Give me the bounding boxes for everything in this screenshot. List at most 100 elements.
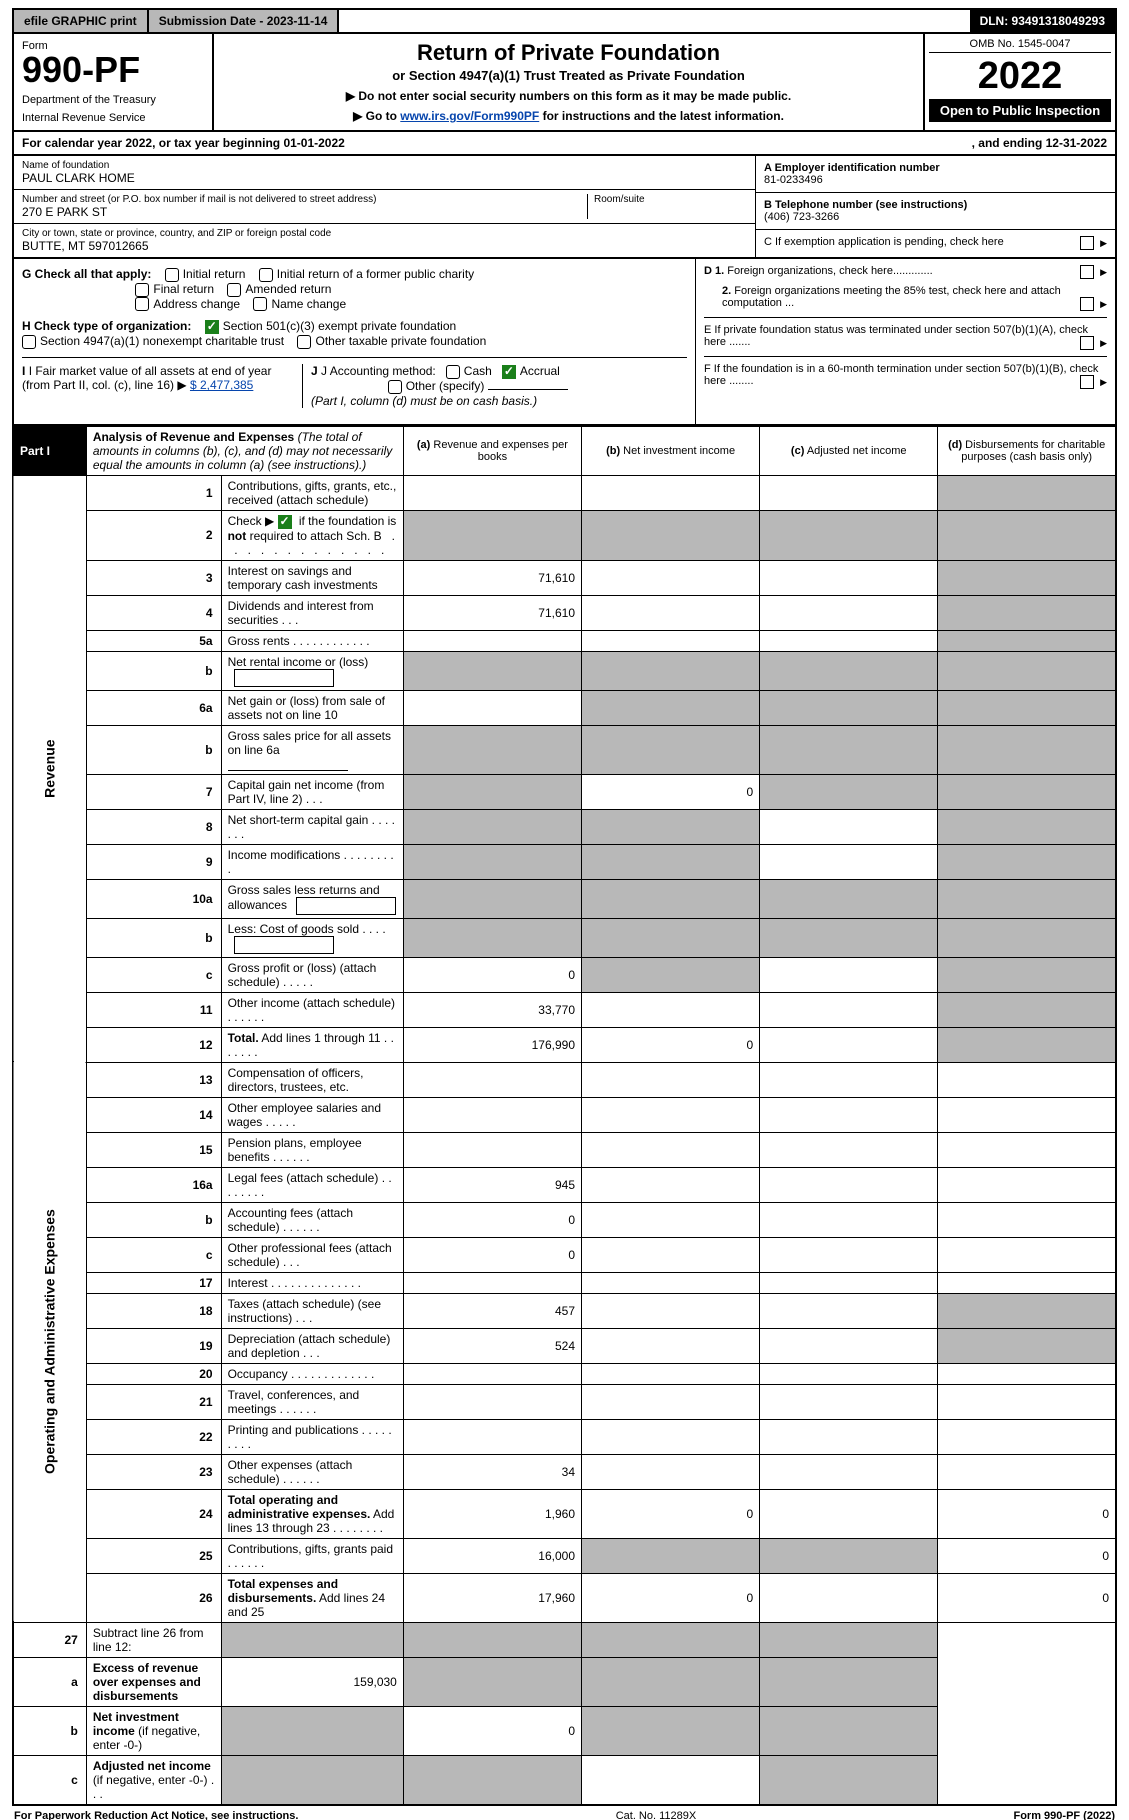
cal-year-end: , and ending 12-31-2022: [972, 136, 1107, 150]
e-checkbox[interactable]: [1080, 336, 1094, 350]
initial-former-checkbox[interactable]: [259, 268, 273, 282]
line-5a-col-c: [760, 630, 938, 651]
city-value: BUTTE, MT 597012665: [22, 239, 747, 253]
line-23-col-d: [938, 1454, 1116, 1489]
line-b-col-c: [760, 1202, 938, 1237]
line-15-col-b: [582, 1132, 760, 1167]
line-3-col-c: [760, 560, 938, 595]
irs-link[interactable]: www.irs.gov/Form990PF: [400, 109, 539, 123]
amended-return-checkbox[interactable]: [227, 283, 241, 297]
address-label: Number and street (or P.O. box number if…: [22, 194, 587, 205]
name-change-label: Name change: [271, 297, 346, 311]
cat-no: Cat. No. 11289X: [616, 1810, 697, 1820]
line-24: 24: [86, 1489, 221, 1538]
other-taxable-checkbox[interactable]: [297, 335, 311, 349]
phone-label: B Telephone number (see instructions): [764, 199, 967, 211]
form-title: Return of Private Foundation: [224, 40, 913, 66]
line-17-col-a: [403, 1272, 581, 1293]
line-1-col-c: [760, 475, 938, 510]
line-17-col-c: [760, 1272, 938, 1293]
line-24-col-b: 0: [582, 1489, 760, 1538]
line-5a: 5a: [86, 630, 221, 651]
line-18-col-d: [938, 1293, 1116, 1328]
omb-number: OMB No. 1545-0047: [929, 38, 1111, 53]
goto-prefix: ▶ Go to: [353, 109, 400, 123]
line-19-col-b: [582, 1328, 760, 1363]
final-return-checkbox[interactable]: [135, 283, 149, 297]
d2-checkbox[interactable]: [1080, 297, 1094, 311]
line-19-col-d: [938, 1328, 1116, 1363]
line-23-desc: Other expenses (attach schedule) . . . .…: [221, 1454, 403, 1489]
line-3-desc: Interest on savings and temporary cash i…: [221, 560, 403, 595]
phone-value: (406) 723-3266: [764, 211, 839, 223]
line-b-col-c: [760, 918, 938, 957]
address-change-checkbox[interactable]: [135, 297, 149, 311]
foundation-name-label: Name of foundation: [22, 160, 747, 171]
line-b-col-b: 0: [403, 1706, 581, 1755]
line-14-desc: Other employee salaries and wages . . . …: [221, 1097, 403, 1132]
line-b-col-c: [582, 1706, 760, 1755]
line-6a-col-c: [760, 690, 938, 725]
accrual-checkbox[interactable]: [502, 365, 516, 379]
line-2-col-c: [760, 510, 938, 560]
fmv-value-link[interactable]: $ 2,477,385: [190, 378, 253, 392]
line-9-desc: Income modifications . . . . . . . . .: [221, 844, 403, 879]
exemption-pending-label: C If exemption application is pending, c…: [764, 236, 1004, 248]
line-14-col-a: [403, 1097, 581, 1132]
cash-checkbox[interactable]: [446, 365, 460, 379]
line-b-col-b: [582, 918, 760, 957]
f-checkbox[interactable]: [1080, 375, 1094, 389]
line-5a-col-d: [938, 630, 1116, 651]
line-b-desc: Net rental income or (loss): [221, 651, 403, 690]
line-6a-col-b: [582, 690, 760, 725]
4947-label: Section 4947(a)(1) nonexempt charitable …: [40, 334, 284, 348]
line-b: b: [86, 918, 221, 957]
col-d-header: (d) Disbursements for charitable purpose…: [938, 426, 1116, 475]
line-c: c: [86, 957, 221, 992]
line-11-col-d: [938, 992, 1116, 1027]
line-23-col-a: 34: [403, 1454, 581, 1489]
revenue-sidelabel: Revenue: [13, 475, 86, 1062]
line-c-col-b: [403, 1755, 581, 1805]
4947-checkbox[interactable]: [22, 335, 36, 349]
line-21-desc: Travel, conferences, and meetings . . . …: [221, 1384, 403, 1419]
accounting-label: J Accounting method:: [321, 364, 436, 378]
line-b-col-c: [760, 725, 938, 774]
line-b-col-d: [938, 1202, 1116, 1237]
line-6a-col-a: [403, 690, 581, 725]
line-13-desc: Compensation of officers, directors, tru…: [221, 1062, 403, 1097]
line-15: 15: [86, 1132, 221, 1167]
initial-return-checkbox[interactable]: [165, 268, 179, 282]
line-26-col-c: [760, 1573, 938, 1622]
goto-note: ▶ Go to www.irs.gov/Form990PF for instru…: [224, 109, 913, 123]
line-c-col-c: [760, 957, 938, 992]
d1-checkbox[interactable]: [1080, 265, 1094, 279]
efile-print-button[interactable]: efile GRAPHIC print: [14, 10, 149, 32]
schb-checkbox[interactable]: [278, 515, 292, 529]
exemption-checkbox[interactable]: [1080, 236, 1094, 250]
line-b-col-d: [938, 918, 1116, 957]
line-14-col-d: [938, 1097, 1116, 1132]
other-method-checkbox[interactable]: [388, 380, 402, 394]
501c3-checkbox[interactable]: [205, 320, 219, 334]
line-9-col-b: [582, 844, 760, 879]
line-22-col-c: [760, 1419, 938, 1454]
line-14: 14: [86, 1097, 221, 1132]
line-20-col-c: [760, 1363, 938, 1384]
col-b-header: (b) Net investment income: [582, 426, 760, 475]
line-21-col-c: [760, 1384, 938, 1419]
line-8-desc: Net short-term capital gain . . . . . . …: [221, 809, 403, 844]
d2-label: Foreign organizations meeting the 85% te…: [722, 285, 1061, 309]
line-7: 7: [86, 774, 221, 809]
name-change-checkbox[interactable]: [253, 297, 267, 311]
submission-date: Submission Date - 2023-11-14: [149, 10, 340, 32]
line-7-desc: Capital gain net income (from Part IV, l…: [221, 774, 403, 809]
col-c-header: (c) Adjusted net income: [760, 426, 938, 475]
check-h-label: H Check type of organization:: [22, 319, 191, 333]
irs-label: Internal Revenue Service: [22, 112, 204, 124]
line-4-col-c: [760, 595, 938, 630]
dln-label: DLN: 93491318049293: [970, 10, 1115, 32]
line-10a-col-b: [582, 879, 760, 918]
line-b-col-a: [403, 651, 581, 690]
paperwork-notice: For Paperwork Reduction Act Notice, see …: [14, 1810, 298, 1820]
